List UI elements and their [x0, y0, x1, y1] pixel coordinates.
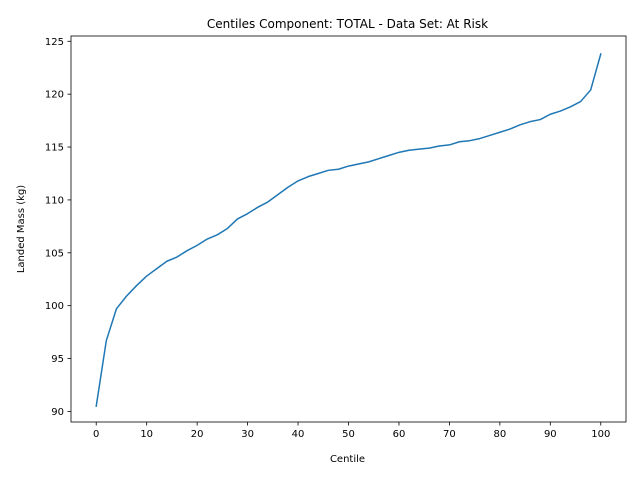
y-axis-ticks: 90 95 100 105 110 115 120 125 — [45, 37, 71, 418]
x-tick-label: 20 — [191, 429, 204, 440]
x-axis-label: Centile — [330, 454, 365, 465]
y-tick-label: 95 — [51, 354, 64, 365]
y-tick-label: 105 — [45, 248, 64, 259]
x-tick-label: 50 — [342, 429, 355, 440]
x-tick-label: 90 — [544, 429, 557, 440]
y-tick-label: 125 — [45, 37, 64, 48]
x-tick-label: 60 — [393, 429, 406, 440]
x-axis-ticks: 0 10 20 30 40 50 60 70 80 90 100 — [93, 422, 610, 440]
x-tick-label: 80 — [493, 429, 506, 440]
chart-title: Centiles Component: TOTAL - Data Set: At… — [207, 17, 488, 31]
y-axis-label: Landed Mass (kg) — [16, 185, 27, 273]
y-tick-label: 120 — [45, 90, 64, 101]
y-tick-label: 110 — [45, 195, 64, 206]
y-tick-label: 115 — [45, 143, 64, 154]
x-tick-label: 70 — [443, 429, 456, 440]
x-tick-label: 40 — [292, 429, 305, 440]
y-tick-label: 100 — [45, 301, 64, 312]
series-line — [95, 53, 602, 407]
x-tick-label: 100 — [591, 429, 610, 440]
x-tick-label: 10 — [140, 429, 153, 440]
x-tick-label: 0 — [93, 429, 99, 440]
plot-frame — [70, 35, 627, 423]
y-tick-label: 90 — [51, 407, 64, 418]
x-tick-label: 30 — [241, 429, 254, 440]
